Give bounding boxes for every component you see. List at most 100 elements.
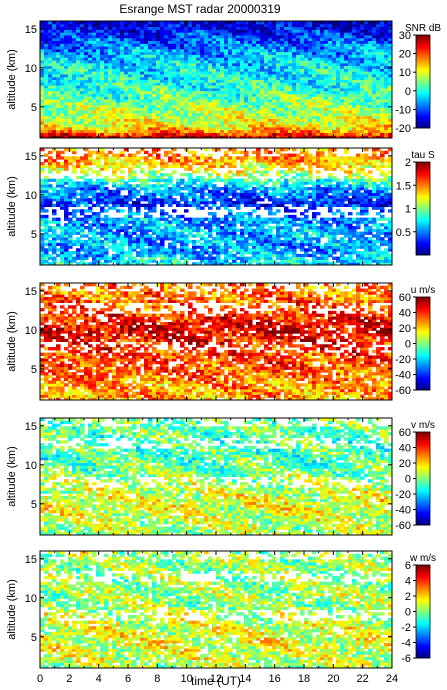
heatmap-cell xyxy=(164,126,169,131)
heatmap-cell xyxy=(264,129,269,133)
heatmap-cell xyxy=(332,112,337,117)
heatmap-cell xyxy=(272,118,277,122)
heatmap-cell xyxy=(312,251,317,255)
heatmap-cell xyxy=(96,118,101,122)
heatmap-cell xyxy=(192,129,197,133)
heatmap-cell xyxy=(200,124,205,128)
heatmap-cell xyxy=(320,132,325,136)
heatmap-cell xyxy=(308,121,313,125)
heatmap-cell xyxy=(204,223,209,227)
heatmap-cell xyxy=(204,112,209,117)
heatmap-cell xyxy=(200,234,205,238)
heatmap-cell xyxy=(56,132,61,136)
heatmap-cell xyxy=(56,112,61,117)
heatmap-cell xyxy=(112,115,117,119)
heatmap-cell xyxy=(240,107,245,111)
heatmap-cell xyxy=(248,118,253,122)
heatmap-cell xyxy=(80,121,85,125)
heatmap-cell xyxy=(144,129,149,133)
heatmap-cell xyxy=(160,118,165,122)
heatmap-cell xyxy=(284,129,289,133)
heatmap-cell xyxy=(152,237,157,241)
heatmap-cell xyxy=(40,110,45,114)
heatmap-cell xyxy=(52,132,57,136)
heatmap-cell xyxy=(280,248,285,252)
heatmap-cell xyxy=(148,110,153,114)
heatmap-cell xyxy=(264,110,269,114)
heatmap-cell xyxy=(112,118,117,122)
heatmap-cell xyxy=(140,124,145,128)
heatmap-cell xyxy=(248,124,253,128)
heatmap-cell xyxy=(308,129,313,133)
heatmap-cell xyxy=(152,121,157,125)
heatmap-cell xyxy=(360,118,365,122)
heatmap-cell xyxy=(232,242,237,246)
heatmap-cell xyxy=(152,124,157,128)
heatmap-cell xyxy=(328,110,333,114)
heatmap-cell xyxy=(228,126,233,131)
heatmap-cell xyxy=(348,132,353,136)
heatmap-cell xyxy=(216,129,221,133)
heatmap-cell xyxy=(252,132,257,136)
heatmap-cell xyxy=(288,115,293,119)
heatmap-cell xyxy=(44,121,49,125)
heatmap-cell xyxy=(316,256,321,260)
heatmap-cell xyxy=(120,115,125,119)
heatmap-cell xyxy=(228,124,233,128)
heatmap-cell xyxy=(124,251,129,255)
heatmap-cell xyxy=(252,121,257,125)
heatmap-cell xyxy=(216,124,221,128)
heatmap-cell xyxy=(72,251,77,255)
heatmap-cell xyxy=(324,107,329,111)
heatmap-cell xyxy=(380,124,385,128)
heatmap-cell xyxy=(364,129,369,133)
heatmap-cell xyxy=(312,115,317,119)
heatmap-cell xyxy=(256,107,261,111)
heatmap-cell xyxy=(104,132,109,136)
heatmap-cell xyxy=(40,121,45,125)
heatmap-cell xyxy=(252,126,257,131)
heatmap-cell xyxy=(260,107,265,111)
heatmap-cell xyxy=(216,115,221,119)
heatmap-cell xyxy=(104,129,109,133)
heatmap-cell xyxy=(104,112,109,117)
heatmap-cell xyxy=(200,107,205,111)
heatmap-cell xyxy=(60,132,65,136)
heatmap-cell xyxy=(176,118,181,122)
heatmap-cell xyxy=(116,135,121,139)
heatmap-cell xyxy=(204,115,209,119)
heatmap-cell xyxy=(280,226,285,230)
heatmap-cell xyxy=(344,112,349,117)
heatmap-cell xyxy=(100,239,105,244)
heatmap-cell xyxy=(168,132,173,136)
heatmap-cell xyxy=(40,124,45,128)
heatmap-cell xyxy=(240,110,245,114)
heatmap-cell xyxy=(292,126,297,131)
heatmap-cell xyxy=(192,110,197,114)
heatmap-cell xyxy=(128,129,133,133)
heatmap-cell xyxy=(248,242,253,246)
heatmap-cell xyxy=(276,121,281,125)
heatmap-cell xyxy=(88,107,93,111)
heatmap-cell xyxy=(280,129,285,133)
heatmap-cell xyxy=(40,135,45,139)
heatmap-cell xyxy=(224,124,229,128)
heatmap-cell xyxy=(256,126,261,131)
heatmap-cell xyxy=(132,112,137,117)
heatmap-cell xyxy=(100,124,105,128)
heatmap-cell xyxy=(156,129,161,133)
heatmap-cell xyxy=(184,129,189,133)
heatmap-cell xyxy=(224,132,229,136)
heatmap-cell xyxy=(132,237,137,241)
heatmap-cell xyxy=(52,118,57,122)
heatmap-cell xyxy=(160,228,165,233)
heatmap-cell xyxy=(148,132,153,136)
heatmap-cell xyxy=(96,107,101,111)
heatmap-cell xyxy=(176,248,181,252)
heatmap-cell xyxy=(60,115,65,119)
heatmap-cell xyxy=(196,107,201,111)
heatmap-cell xyxy=(332,107,337,111)
heatmap-cell xyxy=(124,135,129,139)
y-tick-label: 5 xyxy=(31,102,37,114)
heatmap-cell xyxy=(216,107,221,111)
